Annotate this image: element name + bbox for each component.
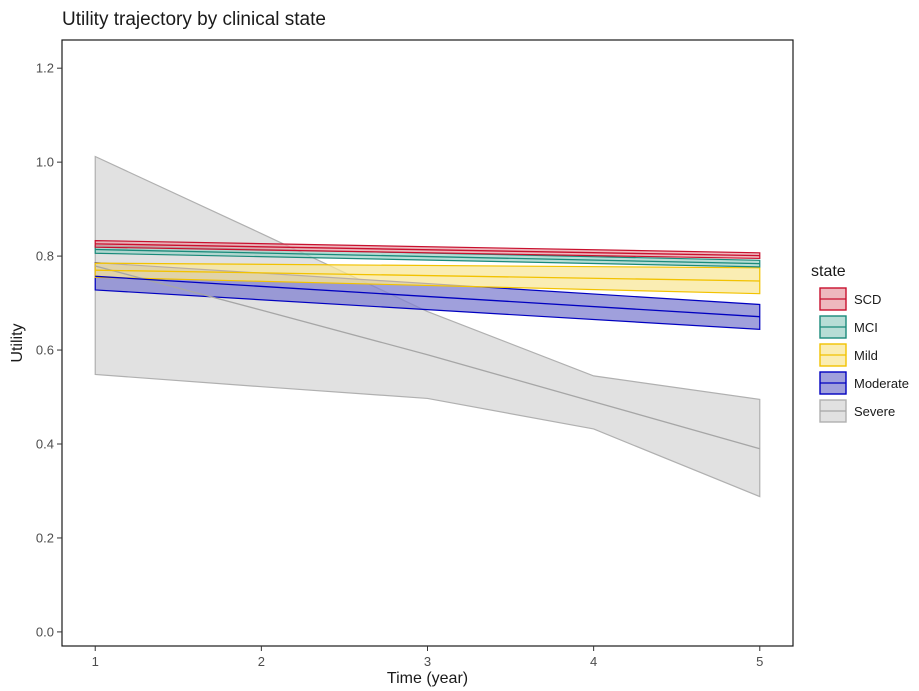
y-tick-label: 1.2 [36,61,54,76]
y-tick-label: 1.0 [36,155,54,170]
legend-title: state [811,263,846,280]
legend-item-moderate: Moderate [819,371,909,395]
line-scd [95,243,760,257]
x-tick-label: 3 [424,654,431,669]
y-tick-label: 0.6 [36,343,54,358]
legend-label: MCI [854,320,878,335]
x-axis-title: Time (year) [387,670,468,687]
line-mild [95,269,760,282]
confidence-bands [94,155,761,498]
y-axis: 0.0 0.2 0.4 0.6 0.8 1.0 1.2 [36,61,62,639]
legend-label: Severe [854,404,895,419]
x-tick-label: 4 [590,654,597,669]
band-severe [94,155,761,498]
x-tick-label: 2 [258,654,265,669]
legend-item-mild: Mild [819,343,878,367]
legend: state SCD MCI Mild Moderate Severe [811,263,909,423]
chart-title: Utility trajectory by clinical state [62,9,326,30]
y-tick-label: 0.8 [36,249,54,264]
legend-item-severe: Severe [819,399,895,423]
x-tick-label: 5 [756,654,763,669]
y-axis-title: Utility [9,323,26,362]
line-moderate [95,275,760,318]
x-tick-label: 1 [92,654,99,669]
legend-label: Moderate [854,376,909,391]
legend-item-scd: SCD [819,287,881,311]
legend-label: SCD [854,292,881,307]
legend-label: Mild [854,348,878,363]
series-lines [95,243,760,450]
line-mci [95,248,760,265]
y-tick-label: 0.0 [36,624,54,639]
line-severe [95,265,760,450]
legend-item-mci: MCI [819,315,878,339]
x-axis: 1 2 3 4 5 [92,646,763,669]
y-tick-label: 0.2 [36,530,54,545]
y-tick-label: 0.4 [36,437,54,452]
band-mild [94,262,761,295]
